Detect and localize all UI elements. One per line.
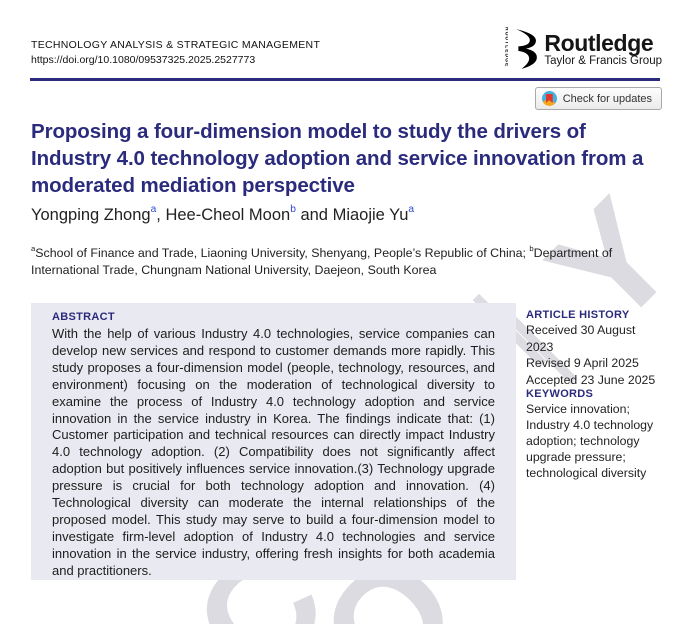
badge-row: Check for updates <box>534 87 662 110</box>
abstract-text: With the help of various Industry 4.0 te… <box>52 326 495 578</box>
check-for-updates-label: Check for updates <box>562 92 652 105</box>
article-title: Proposing a four-dimension model to stud… <box>31 120 644 197</box>
affiliations: aSchool of Finance and Trade, Liaoning U… <box>31 244 613 277</box>
authors-line: Yongping Zhonga, Hee-Cheol Moonb and Mia… <box>31 204 415 224</box>
routledge-vertical-text: ROUTLEDGE <box>503 27 509 68</box>
keywords-text: Service innovation; Industry 4.0 technol… <box>526 402 654 480</box>
journal-name: TECHNOLOGY ANALYSIS & STRATEGIC MANAGEME… <box>31 39 321 51</box>
crossmark-icon <box>541 91 557 106</box>
keywords-heading: KEYWORDS <box>526 388 594 400</box>
doi-link[interactable]: https://doi.org/10.1080/09537325.2025.25… <box>31 54 256 66</box>
routledge-wordmark: Routledge Taylor & Francis Group <box>544 31 662 68</box>
routledge-r-icon <box>516 29 538 69</box>
article-info-sidebar: ARTICLE HISTORY Received 30 August 2023 … <box>526 309 664 481</box>
abstract-section: ABSTRACT With the help of various Indust… <box>31 303 516 580</box>
header-divider <box>30 78 660 81</box>
check-for-updates-button[interactable]: Check for updates <box>534 87 662 110</box>
taylor-francis-subtitle: Taylor & Francis Group <box>544 54 662 67</box>
journal-header: TECHNOLOGY ANALYSIS & STRATEGIC MANAGEME… <box>31 38 320 68</box>
history-revised: Revised 9 April 2025 <box>526 356 639 370</box>
routledge-name: Routledge <box>544 29 654 56</box>
routledge-logo: ROUTLEDGE Routledge Taylor & Francis Gro… <box>503 26 662 72</box>
history-accepted: Accepted 23 June 2025 <box>526 372 656 387</box>
history-received: Received 30 August 2023 <box>526 323 636 354</box>
article-history-heading: ARTICLE HISTORY <box>526 309 630 321</box>
abstract-heading: ABSTRACT <box>52 311 115 323</box>
